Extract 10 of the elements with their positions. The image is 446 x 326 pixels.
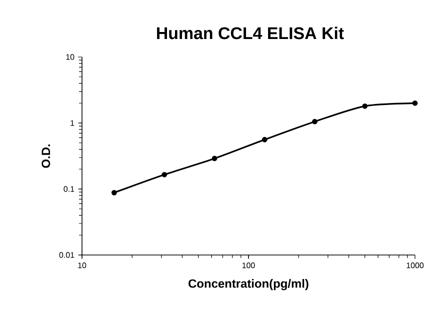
point [312, 118, 318, 124]
point [412, 100, 418, 106]
point [262, 136, 268, 142]
point [111, 190, 117, 196]
y-axis-title: O.D. [42, 144, 50, 168]
point [162, 172, 168, 178]
point [362, 103, 368, 109]
point [212, 156, 218, 162]
x-axis-title: Concentration(pg/ml) [188, 279, 308, 290]
chart-title: Human CCL4 ELISA Kit [157, 26, 344, 40]
